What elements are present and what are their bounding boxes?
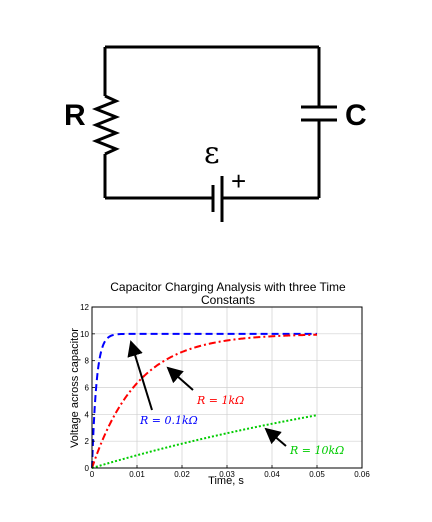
x-tick-label: 0.04 <box>264 470 280 479</box>
x-tick-label: 0 <box>90 470 95 479</box>
x-axis-label: Time, s <box>208 475 244 487</box>
series-line-1 <box>91 333 318 469</box>
annotation-arrow-10k <box>264 427 287 447</box>
annotation-label-10k: R = 10kΩ <box>289 444 344 457</box>
x-tick-label: 0.05 <box>309 470 325 479</box>
y-axis-label: Voltage across capacitor <box>69 328 81 448</box>
circuit-diagram <box>91 45 337 222</box>
y-tick-label: 10 <box>80 330 89 339</box>
annotation-arrow-1k <box>166 366 194 391</box>
y-tick-label: 8 <box>85 357 90 366</box>
annotation-label-1k: R = 1kΩ <box>196 394 244 407</box>
y-tick-label: 12 <box>80 303 89 312</box>
resistor-symbol <box>91 94 121 156</box>
x-ticks: 0 0.01 0.02 0.03 0.04 0.05 0.06 <box>90 465 370 479</box>
series-layer <box>91 332 318 469</box>
chart-title-line2: Constants <box>201 293 255 307</box>
chart-title-line1: Capacitor Charging Analysis with three T… <box>110 280 346 294</box>
resistor-label: R <box>64 99 86 132</box>
x-tick-label: 0.02 <box>174 470 190 479</box>
x-tick-label: 0.06 <box>354 470 370 479</box>
y-tick-label: 2 <box>85 437 90 446</box>
battery-plus-sign: + <box>231 166 246 196</box>
chart: Capacitor Charging Analysis with three T… <box>69 280 370 487</box>
x-tick-label: 0.01 <box>129 470 145 479</box>
y-tick-label: 4 <box>85 410 90 419</box>
y-tick-label: 6 <box>85 384 90 393</box>
emf-symbol: ε <box>204 136 220 171</box>
y-ticks: 0 2 4 6 8 10 12 <box>80 303 95 473</box>
y-tick-label: 0 <box>85 464 90 473</box>
annotation-arrow-0p1k <box>127 340 153 411</box>
annotation-label-0p1k: R = 0.1kΩ <box>139 414 198 427</box>
x-tick-label: 0.03 <box>219 470 235 479</box>
series-line-0 <box>91 332 317 469</box>
capacitor-label: C <box>345 99 367 132</box>
series-line-2 <box>91 414 318 469</box>
